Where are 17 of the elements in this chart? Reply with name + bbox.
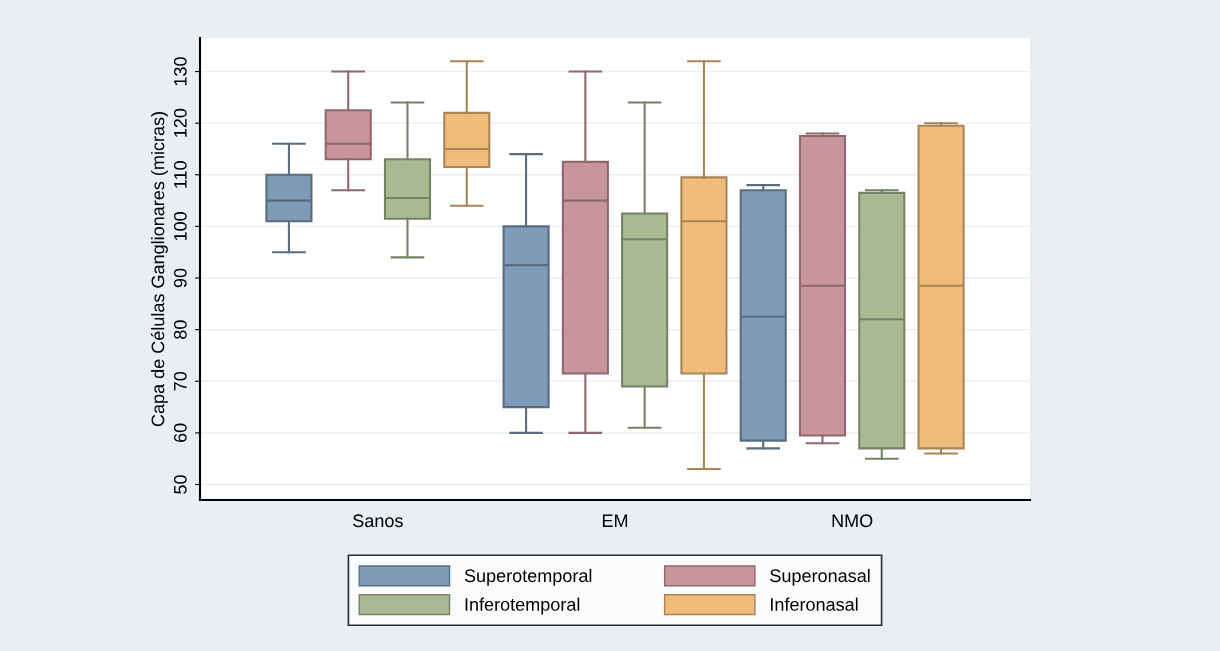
y-tick-label: 100 [173,212,187,241]
x-tick-label: NMO [832,514,873,528]
x-tick-label: Sanos [353,514,403,528]
y-tick-label: 50 [173,475,187,494]
y-tick-label: 80 [173,320,187,339]
y-axis-title: Capa de Células Ganglionares (micras) [150,112,168,427]
y-tick-label: 130 [173,57,187,86]
y-tick-label: 60 [173,423,187,443]
x-tick-label: EM [602,514,628,527]
y-tick-label: 90 [173,268,187,288]
legend-label: Inferonasal [771,597,858,611]
legend-label: Superonasal [770,568,870,586]
legend-label: Superotemporal [464,568,592,586]
y-tick-label: 110 [173,161,187,188]
y-tick-label: 70 [173,371,187,391]
legend-label: Inferotemporal [465,597,580,615]
y-tick-label: 120 [173,108,187,137]
